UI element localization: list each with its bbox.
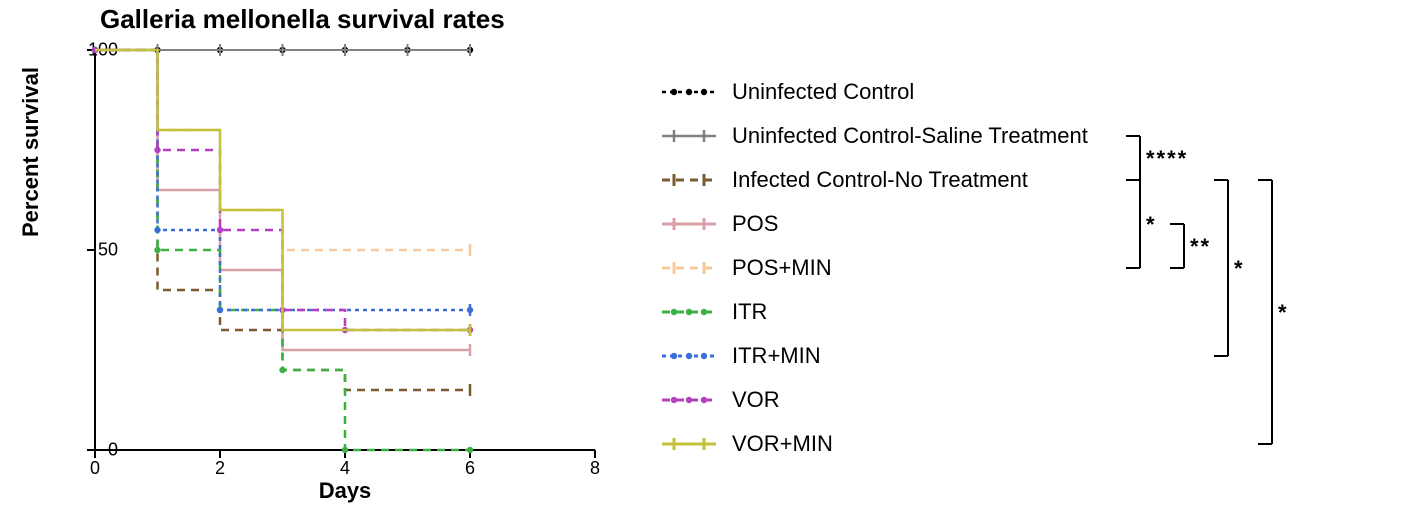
legend-swatch: [660, 124, 718, 148]
legend-item: Uninfected Control-Saline Treatment: [660, 114, 1088, 158]
legend-item: Infected Control-No Treatment: [660, 158, 1088, 202]
legend-panel: Uninfected Control Uninfected Control-Sal…: [650, 0, 1416, 515]
chart-title: Galleria mellonella survival rates: [100, 4, 505, 35]
legend-label: ITR: [732, 299, 767, 325]
legend-swatch: [660, 80, 718, 104]
legend-item: ITR: [660, 290, 1088, 334]
legend-item: Uninfected Control: [660, 70, 1088, 114]
significance-bracket: [1214, 180, 1228, 356]
significance-label: **: [1190, 234, 1211, 260]
chart-panel: Galleria mellonella survival rates Perce…: [0, 0, 650, 515]
legend-label: POS+MIN: [732, 255, 832, 281]
y-axis-label: Percent survival: [18, 67, 44, 237]
legend-label: Infected Control-No Treatment: [732, 167, 1028, 193]
x-tick-label: 0: [90, 458, 100, 479]
significance-label: *: [1234, 256, 1245, 282]
significance-label: *: [1278, 300, 1289, 326]
significance-bracket: [1126, 136, 1140, 180]
legend-swatch: [660, 344, 718, 368]
legend-label: Uninfected Control: [732, 79, 914, 105]
legend-item: POS+MIN: [660, 246, 1088, 290]
x-axis-label: Days: [95, 478, 595, 504]
legend-label: VOR: [732, 387, 780, 413]
chart-container: Galleria mellonella survival rates Perce…: [0, 0, 1416, 515]
legend-item: POS: [660, 202, 1088, 246]
x-tick-label: 2: [215, 458, 225, 479]
significance-bracket: [1258, 180, 1272, 444]
legend-label: POS: [732, 211, 778, 237]
legend-item: VOR+MIN: [660, 422, 1088, 466]
significance-label: ****: [1146, 146, 1188, 172]
legend-label: ITR+MIN: [732, 343, 821, 369]
legend-swatch: [660, 300, 718, 324]
legend-item: ITR+MIN: [660, 334, 1088, 378]
significance-bracket: [1126, 180, 1140, 268]
significance-label: *: [1146, 212, 1157, 238]
legend-swatch: [660, 388, 718, 412]
legend-label: Uninfected Control-Saline Treatment: [732, 123, 1088, 149]
legend-label: VOR+MIN: [732, 431, 833, 457]
x-tick-label: 8: [590, 458, 600, 479]
x-tick-label: 4: [340, 458, 350, 479]
x-tick-label: 6: [465, 458, 475, 479]
legend-swatch: [660, 256, 718, 280]
legend-swatch: [660, 212, 718, 236]
significance-bracket: [1170, 224, 1184, 268]
legend-item: VOR: [660, 378, 1088, 422]
legend-swatch: [660, 168, 718, 192]
significance-brackets: [1130, 70, 1410, 510]
legend-swatch: [660, 432, 718, 456]
survival-plot: [95, 50, 595, 450]
legend: Uninfected Control Uninfected Control-Sal…: [660, 70, 1088, 466]
